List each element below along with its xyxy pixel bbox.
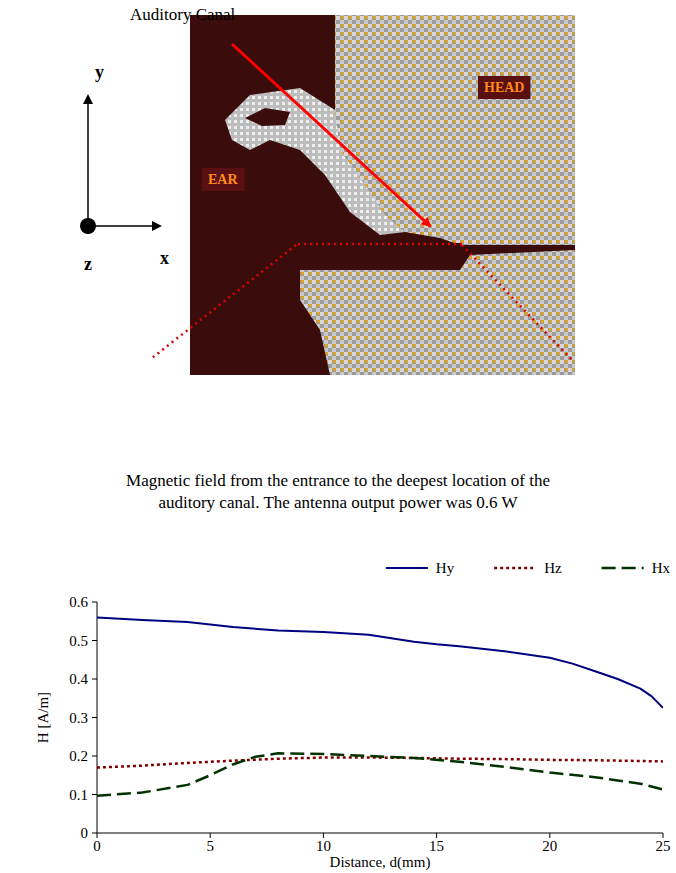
legend: Hy Hz Hx <box>386 560 671 576</box>
x-tick-label: 20 <box>542 838 557 854</box>
y-tick-label: 0.1 <box>69 787 88 803</box>
legend-label: Hx <box>652 560 671 576</box>
y-tick <box>92 794 97 795</box>
axis-dot <box>80 218 96 234</box>
plot-data <box>97 617 663 795</box>
legend-item: Hz <box>494 560 562 576</box>
y-tick <box>92 679 97 680</box>
axis-letter: y <box>95 62 104 82</box>
axis-arrow <box>87 96 89 226</box>
y-tick <box>92 756 97 757</box>
y-tick-label: 0 <box>81 825 89 841</box>
y-tick-label: 0.3 <box>69 710 88 726</box>
figure: HEAD EAR Auditory Canal y x z Magnetic field f… <box>0 0 676 873</box>
ear-cartilage <box>225 88 405 235</box>
legend-swatch <box>494 567 536 570</box>
y-tick <box>92 833 97 834</box>
axis-letter: z <box>84 254 92 274</box>
x-tick-label: 5 <box>206 838 214 854</box>
y-tick <box>92 717 97 718</box>
y-axis-title: H [A/m] <box>35 692 51 743</box>
legend-label: Hy <box>436 560 455 576</box>
y-tick-label: 0.5 <box>69 633 88 649</box>
y-tick-label: 0.2 <box>69 748 88 764</box>
y-tick-label: 0.4 <box>69 671 88 687</box>
axes: 0 0.1 0.2 0.3 0.4 0.5 0.6 0 5 10 15 20 25 <box>69 594 670 854</box>
y-tick-label: 0.6 <box>69 594 88 610</box>
pointer-label: Auditory Canal <box>130 5 236 24</box>
guide-line <box>462 245 572 360</box>
x-tick-label: 15 <box>429 838 444 854</box>
background <box>190 15 575 375</box>
series-line <box>97 617 663 707</box>
head-tissue <box>300 250 575 375</box>
ear-fold <box>245 108 290 126</box>
caption: Magnetic field from the entrance to the … <box>126 471 550 512</box>
label-box <box>202 168 244 191</box>
x-tick-label: 0 <box>93 838 101 854</box>
x-tick-label: 10 <box>316 838 331 854</box>
label-box <box>478 76 530 99</box>
legend-label: Hz <box>544 560 562 576</box>
series-line <box>97 758 663 768</box>
x-axis-line <box>97 833 663 834</box>
pointer-arrow <box>232 44 430 226</box>
x-tick-label: 25 <box>656 838 671 854</box>
auditory-canal <box>300 243 460 268</box>
legend-item: Hy <box>386 560 455 576</box>
guide-line <box>298 243 462 246</box>
series-line <box>97 753 663 795</box>
anatomy-image <box>190 15 575 375</box>
region-label: EAR <box>208 172 238 187</box>
legend-swatch <box>386 567 428 569</box>
legend-item: Hx <box>602 560 671 576</box>
y-tick <box>92 602 97 603</box>
y-tick <box>92 640 97 641</box>
caption-text: Magnetic field from the entrance to the … <box>126 471 550 512</box>
axis-letter: x <box>160 248 169 268</box>
axis-arrow <box>88 225 160 227</box>
region-label: HEAD <box>484 80 524 95</box>
guide-line <box>152 245 296 358</box>
x-axis-title: Distance, d(mm) <box>330 854 431 871</box>
legend-swatch <box>602 567 644 570</box>
